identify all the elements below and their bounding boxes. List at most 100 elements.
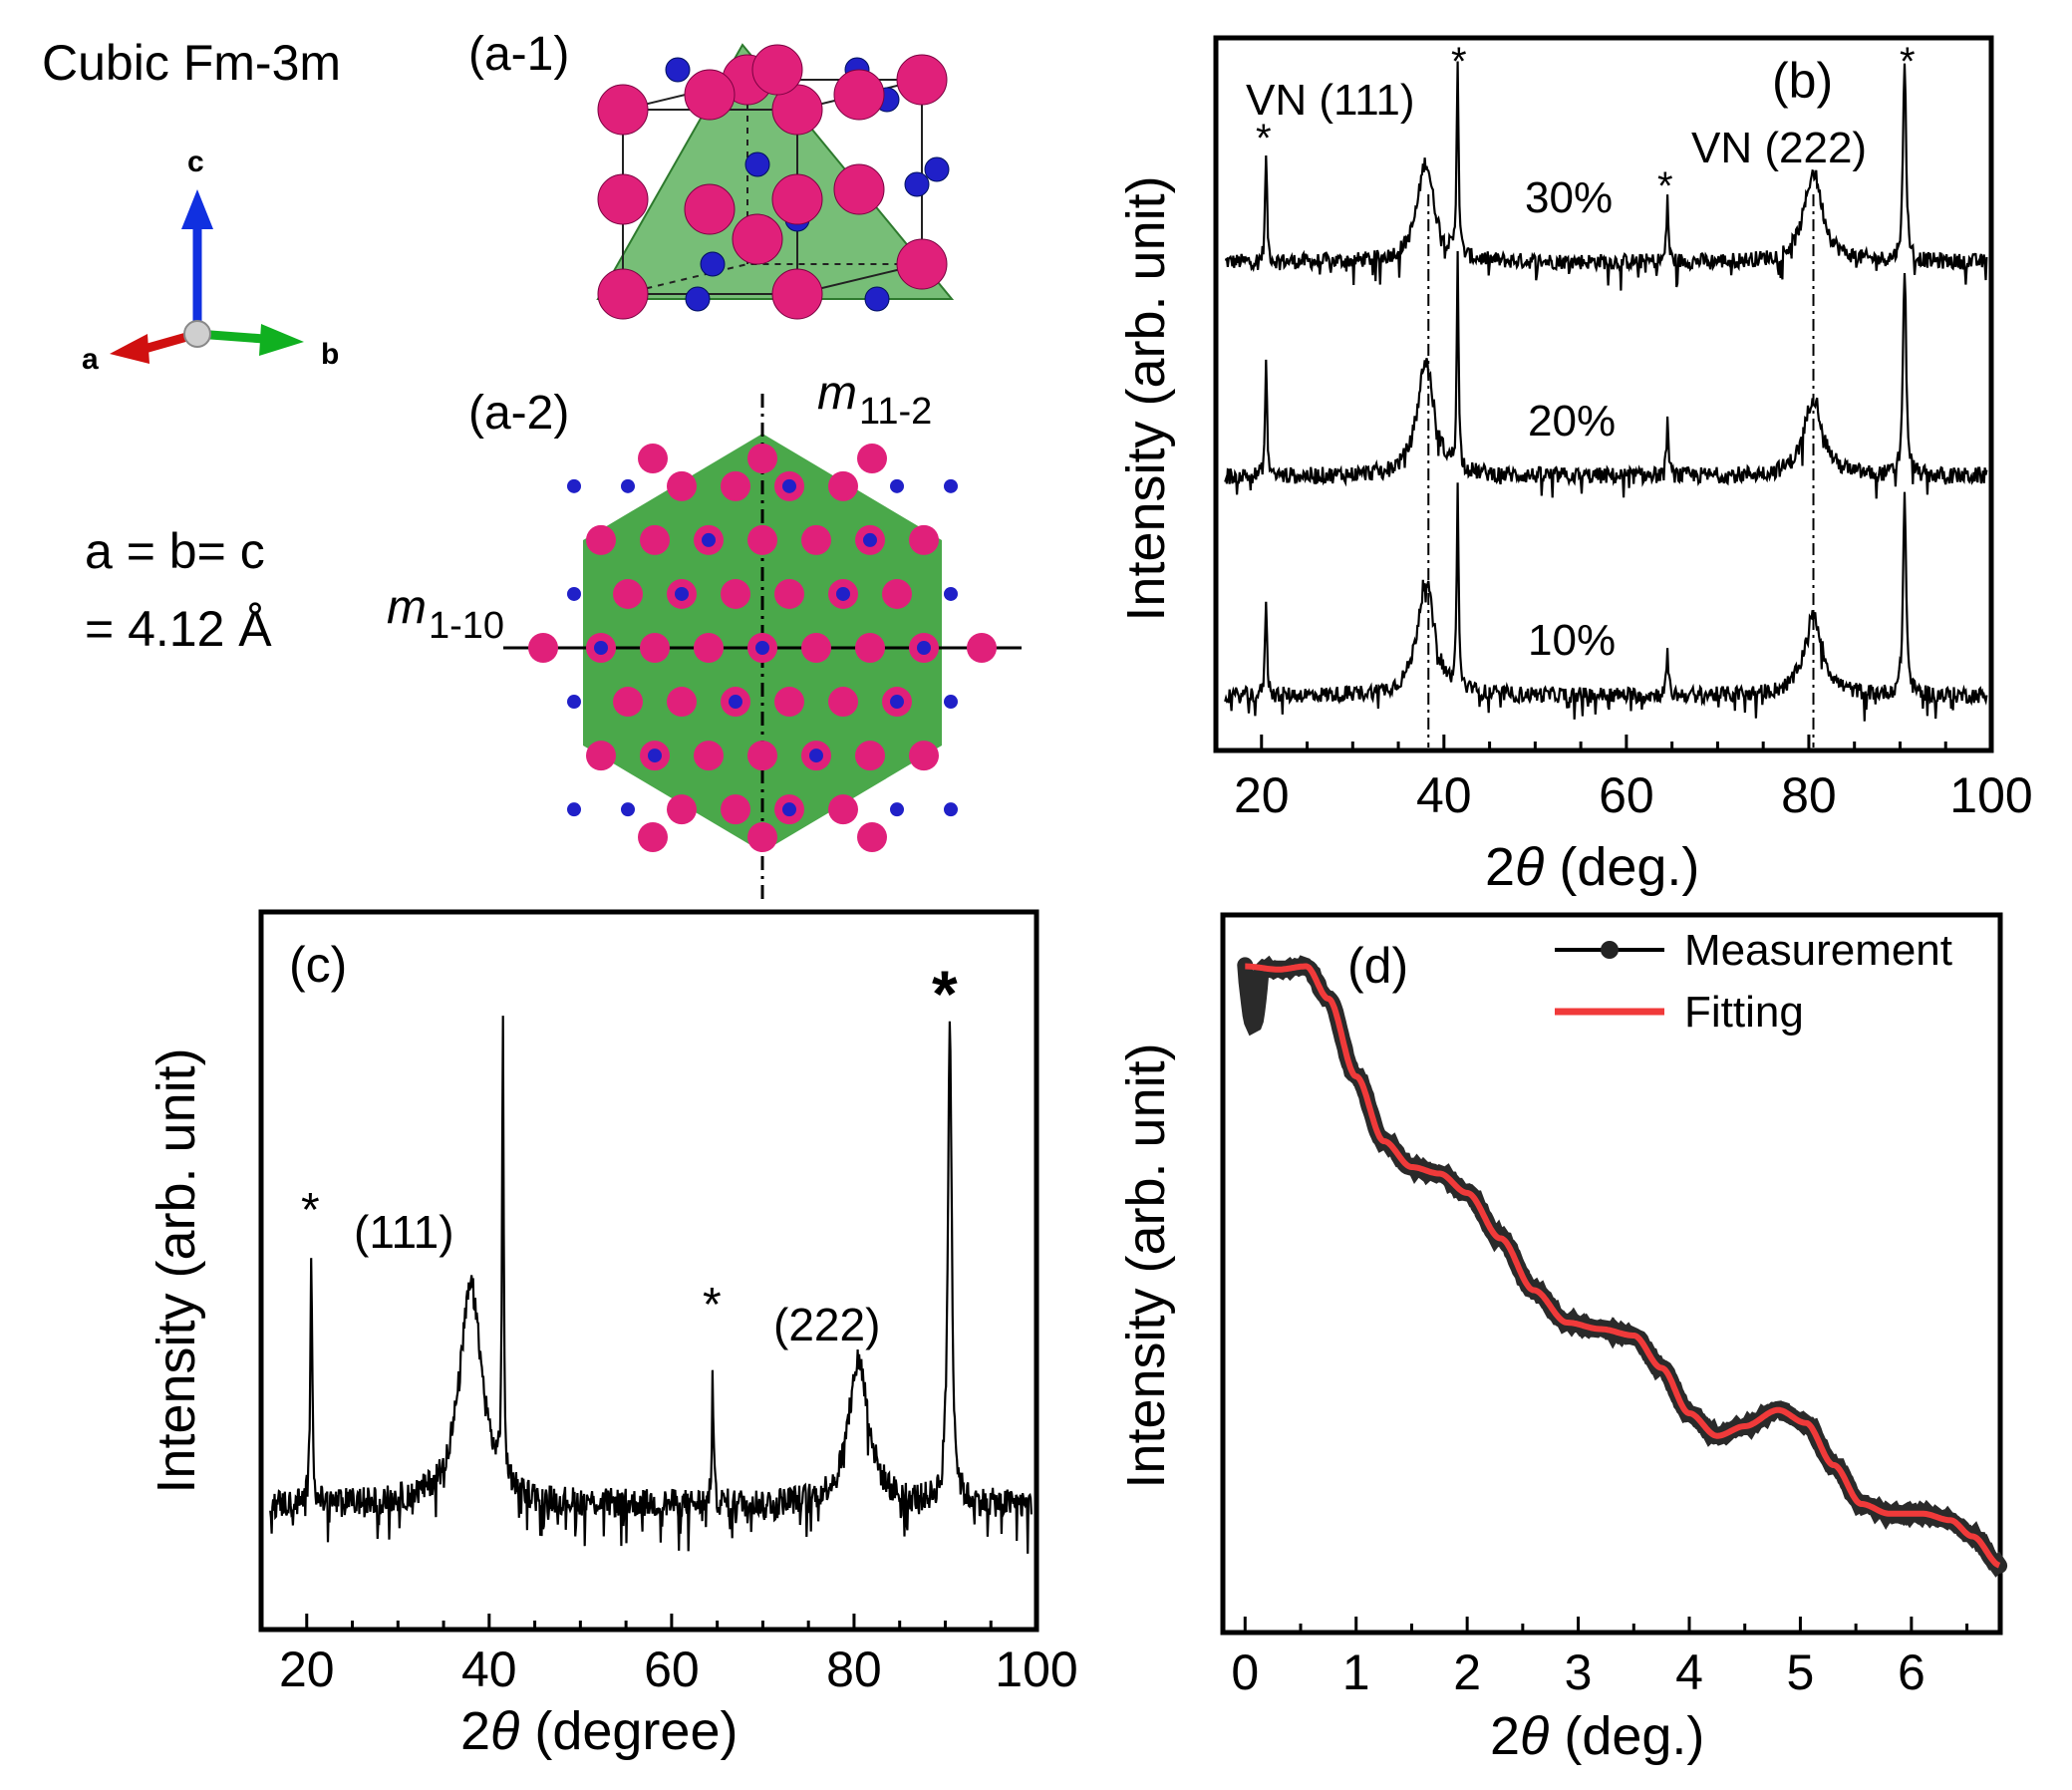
projection-edge-small-atom [890,478,904,493]
projection-outer-large-atom [528,633,558,663]
projection-edge-small-atom [944,586,958,601]
panel-c: (c) (111) (222) * * * 20 40 60 80 100 2θ (de… [147,909,1078,1761]
cell-large-atom [684,183,736,235]
projection-small-atom [890,695,904,710]
projection-small-atom [836,586,850,601]
projection-large-atom [801,524,831,555]
xrd-series-curve [1224,61,1988,291]
projection-edge-small-atom [944,478,958,493]
panel-d: (d) Measurement Fitting 0 1 2 3 4 5 6 2θ (deg.… [1116,912,2008,1766]
panel-b: (b) VN (111) VN (222) * * * * 30% 20% 10… [1116,35,2033,897]
x-tick-label: 5 [1787,1644,1815,1700]
projection-outer-large-atom [857,822,887,852]
projection-large-atom [909,524,939,555]
peak-222-label: (222) [773,1299,880,1350]
xrd-series-curve [1224,482,1988,722]
star-20: * [1256,117,1272,160]
x-tick-label: 4 [1675,1644,1703,1700]
panel-d-curves [1237,955,2008,1578]
cell-large-atom [896,238,948,290]
legend-measurement-label: Measurement [1684,926,1952,975]
projection-edge-small-atom [621,478,635,493]
projection-small-atom [594,641,608,655]
x-tick-label: 1 [1342,1644,1370,1700]
projection-large-atom [721,578,750,609]
lattice-equation-line1: a = b= c [85,523,265,579]
projection-large-atom [694,633,724,663]
projection-small-atom [648,748,662,763]
x-tick-label: 3 [1565,1644,1593,1700]
axis-triad: c a b [82,146,339,376]
projection-edge-small-atom [944,695,958,710]
series-label-10: 10% [1528,616,1616,665]
projection-small-atom [755,641,769,655]
projection-edge-small-atom [567,478,581,493]
projection-large-atom [747,741,777,771]
projection-outer-large-atom [747,822,777,852]
panel-b-label: (b) [1772,53,1833,109]
projection-large-atom [640,633,670,663]
cell-small-atom [924,156,950,182]
cell-large-atom [833,69,885,121]
crystal-system-label: Cubic Fm-3m [42,35,341,91]
star-c-20: * [301,1184,320,1237]
cell-atoms [597,44,950,320]
x-tick-label: 60 [644,1641,700,1697]
panel-a: Cubic Fm-3m (a-1) c a b a = b= c = 4.12 … [42,28,1022,902]
panel-c-x-ticks [305,1614,1038,1630]
x-tick-label: 20 [1234,767,1290,823]
panel-d-frame [1220,912,2003,1636]
projection-large-atom [882,578,912,609]
cell-small-atom [665,57,691,83]
x-tick-label: 20 [279,1641,335,1697]
panel-d-x-ticks [1243,1617,1969,1633]
cell-large-atom [751,44,803,96]
panel-b-curves [1224,61,1988,722]
projection-edge-small-atom [890,802,904,817]
legend-fitting-label: Fitting [1684,988,1804,1037]
series-label-20: 20% [1528,397,1616,446]
series-label-30: 30% [1525,173,1613,222]
panel-b-x-axis-title: 2θ (deg.) [1485,837,1699,897]
projection-large-atom [774,687,804,718]
cell-large-atom [833,163,885,215]
xrd-curve [269,1016,1033,1554]
vn-111-annotation: VN (111) [1246,76,1415,125]
x-tick-label: 60 [1599,767,1654,823]
x-tick-label: 80 [1781,767,1837,823]
projection-small-atom [702,532,716,547]
star-64: * [1657,164,1673,208]
mirror-label-1-10: m 1-10 [387,581,504,647]
panel-c-x-tick-labels: 20 40 60 80 100 [279,1641,1078,1697]
panel-c-x-axis-title: 2θ (degree) [460,1701,738,1761]
cell-small-atom [864,286,890,312]
x-tick-label: 6 [1898,1644,1925,1700]
projection-outer-large-atom [638,444,668,473]
mirror-label-11-2: m 11-2 [817,367,932,433]
panel-d-x-axis-title: 2θ (deg.) [1490,1706,1704,1766]
projection-large-atom [721,794,750,825]
a-axis-arrowhead [110,334,149,364]
axis-b-label: b [321,338,339,371]
projection-edge-small-atom [944,802,958,817]
projection-large-atom [855,741,885,771]
projection-outer-large-atom [857,444,887,473]
mirror-11-2-subscript: 11-2 [859,391,932,433]
cell-small-atom [744,151,770,177]
cell-large-atom [771,173,823,225]
projection-outer-large-atom [967,633,997,663]
cell-large-atom [597,268,649,320]
cell-small-atom [904,171,930,197]
projection-large-atom [828,687,858,718]
measurement-curve [1237,955,2008,1578]
cell-large-atom [684,69,736,121]
cell-large-atom [597,173,649,225]
cell-small-atom [685,286,711,312]
panel-c-label: (c) [289,937,347,993]
projection-large-atom [667,794,697,825]
x-tick-label: 80 [826,1641,882,1697]
fitting-curve [1245,963,2001,1569]
panel-b-x-tick-labels: 20 40 60 80 100 [1234,767,2033,823]
projection-view [503,394,1022,902]
projection-large-atom [586,524,616,555]
